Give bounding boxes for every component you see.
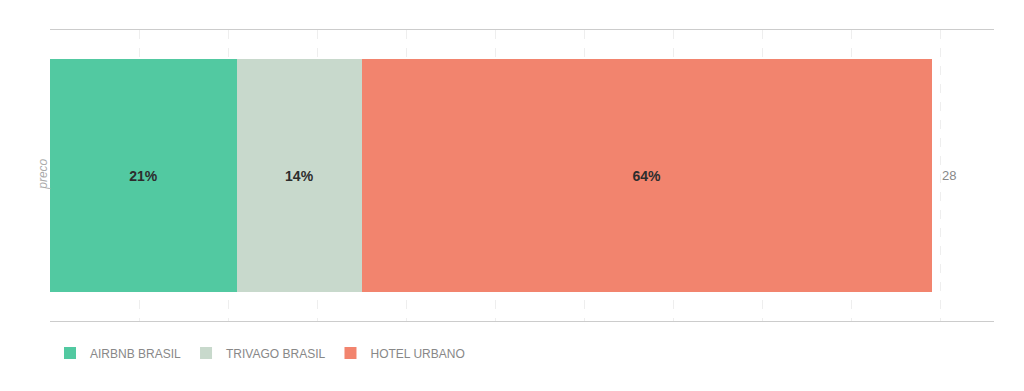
svg-text:HOTEL URBANO: HOTEL URBANO: [370, 347, 464, 361]
svg-text:28: 28: [942, 168, 956, 183]
svg-text:TRIVAGO BRASIL: TRIVAGO BRASIL: [226, 347, 325, 361]
svg-text:AIRBNB BRASIL: AIRBNB BRASIL: [90, 347, 181, 361]
svg-text:21%: 21%: [129, 168, 158, 184]
svg-text:preco: preco: [36, 158, 50, 189]
svg-text:14%: 14%: [285, 168, 314, 184]
svg-text:64%: 64%: [632, 168, 661, 184]
